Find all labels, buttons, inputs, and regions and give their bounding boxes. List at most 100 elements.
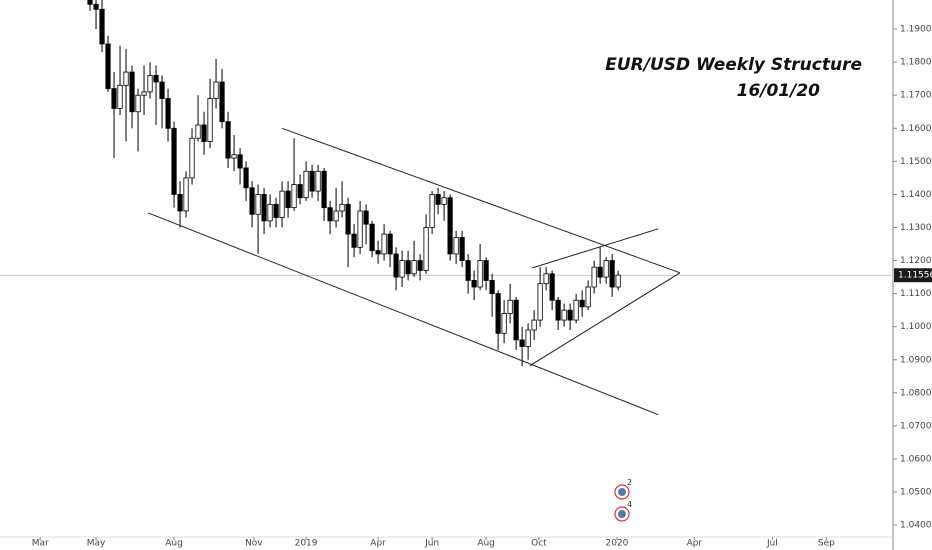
candle-body: [123, 71, 129, 86]
candle-body: [345, 203, 351, 235]
candle-body: [201, 124, 207, 142]
y-tick-label: 1.10000: [900, 322, 932, 332]
candle-body: [285, 190, 291, 209]
candle-body: [105, 43, 111, 90]
x-tick-label: Oct: [531, 539, 547, 549]
candle-body: [393, 253, 399, 278]
candle-body: [597, 266, 603, 278]
candle-body: [477, 260, 483, 288]
x-tick-label: Jun: [424, 539, 439, 549]
candle-body: [291, 184, 297, 209]
candle-body: [573, 299, 579, 321]
candle-body: [399, 260, 405, 278]
candle-body: [315, 170, 321, 192]
candle-body: [465, 260, 471, 281]
y-tick-label: 1.11000: [900, 289, 932, 299]
candle-body: [165, 98, 171, 129]
candle-body: [339, 203, 345, 212]
candle-body: [453, 237, 459, 255]
y-tick-label: 1.14000: [900, 190, 932, 200]
y-tick-label: 1.18000: [900, 58, 932, 68]
candle-body: [525, 329, 531, 347]
candle-body: [519, 339, 525, 347]
x-tick-label: Jul: [766, 539, 778, 549]
trendline: [281, 127, 681, 274]
candle-body: [147, 74, 153, 93]
candle-body: [117, 84, 123, 109]
candle-body: [309, 170, 315, 192]
candle-body: [609, 260, 615, 288]
candle-body: [513, 299, 519, 341]
candle-body: [99, 8, 105, 45]
candle-body: [549, 273, 555, 301]
candle-body: [585, 286, 591, 308]
candle-body: [363, 210, 369, 225]
chart-subtitle: 16/01/20: [737, 81, 821, 101]
candle-body: [213, 81, 219, 99]
candle-body: [369, 223, 375, 252]
candle-body: [507, 299, 513, 314]
y-tick-label: 1.07000: [900, 421, 932, 431]
candle-body: [417, 260, 423, 271]
candle-body: [381, 233, 387, 255]
candle-body: [279, 190, 285, 218]
candle-body: [327, 207, 333, 222]
x-tick-label: Apr: [687, 539, 703, 549]
candle-body: [501, 313, 507, 334]
candle-body: [225, 121, 231, 159]
candle-body: [579, 299, 585, 308]
candle-body: [159, 81, 165, 99]
candle-body: [195, 124, 201, 139]
candle-body: [303, 170, 309, 199]
candle-body: [411, 260, 417, 275]
candle-body: [387, 233, 393, 255]
candle-body: [429, 194, 435, 228]
candle-body: [537, 283, 543, 321]
candle-body: [435, 194, 441, 205]
candle-body: [255, 194, 261, 215]
y-tick-label: 1.09000: [900, 355, 932, 365]
x-tick-label: Nov: [245, 539, 263, 549]
candle-body: [423, 227, 429, 271]
y-tick-label: 1.15000: [900, 157, 932, 167]
x-tick-label: 2019: [295, 539, 318, 549]
candle-body: [177, 194, 183, 212]
event-count: 4: [627, 500, 632, 509]
candle-body: [357, 210, 363, 248]
chart-title: EUR/USD Weekly Structure: [605, 55, 862, 75]
y-tick-label: 1.12000: [900, 256, 932, 266]
x-tick-label: Apr: [370, 539, 386, 549]
candle-body: [93, 3, 99, 10]
x-tick-label: Sep: [818, 539, 835, 549]
candle-body: [603, 260, 609, 278]
y-tick-label: 1.05000: [900, 488, 932, 498]
candle-body: [171, 127, 177, 195]
y-tick-label: 1.04000: [900, 521, 932, 531]
trendline: [532, 228, 659, 269]
candle-body: [489, 280, 495, 295]
candle-body: [207, 98, 213, 142]
trendline: [148, 212, 659, 416]
candle-body: [483, 260, 489, 281]
candle-body: [615, 274, 621, 288]
trendline: [529, 272, 681, 367]
event-icon-inner: [618, 510, 626, 518]
candle-body: [333, 210, 339, 222]
candle-body: [183, 177, 189, 212]
x-tick-label: Aug: [165, 539, 183, 549]
y-tick-label: 1.16000: [900, 124, 932, 134]
candle-body: [267, 203, 273, 222]
y-tick-label: 1.06000: [900, 454, 932, 464]
candle-body: [297, 184, 303, 199]
candle-body: [129, 71, 135, 113]
candle-body: [153, 74, 159, 83]
candle-body: [531, 319, 537, 331]
candle-body: [543, 273, 549, 285]
candle-body: [261, 194, 267, 222]
candle-body: [189, 137, 195, 179]
candle-body: [405, 260, 411, 275]
candle-body: [243, 167, 249, 189]
candle-body: [87, 0, 93, 5]
event-count: 2: [627, 478, 632, 487]
x-tick-label: May: [87, 539, 106, 549]
